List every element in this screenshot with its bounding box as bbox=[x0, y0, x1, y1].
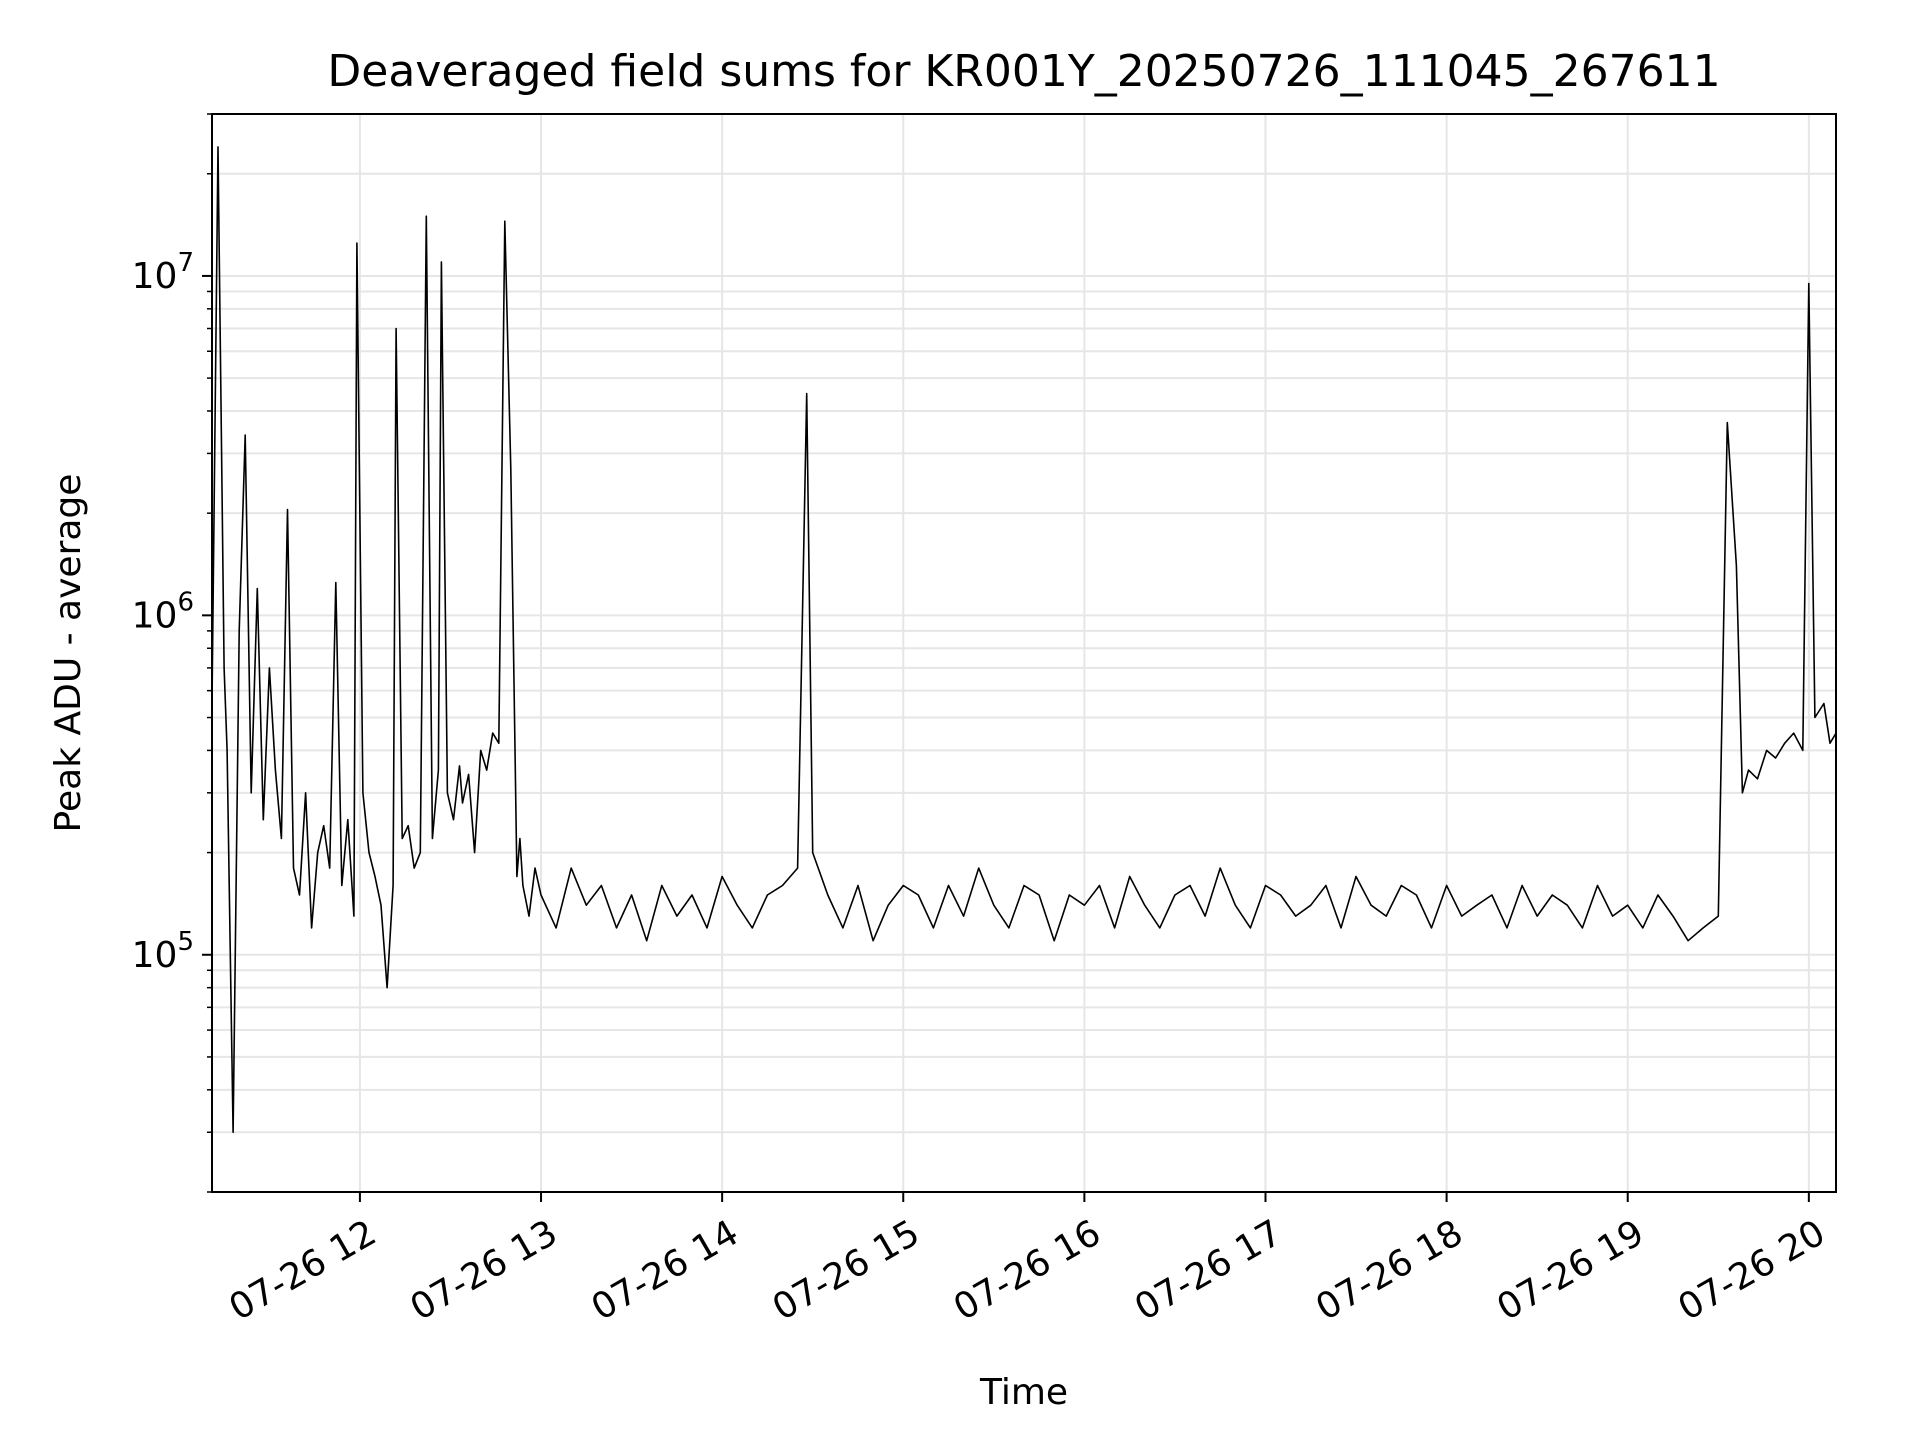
y-tick-label: 105 bbox=[132, 927, 194, 976]
y-tick-exponent: 6 bbox=[177, 587, 194, 617]
y-tick-base: 10 bbox=[132, 935, 178, 976]
major-gridlines bbox=[212, 114, 1836, 1192]
y-axis-label: Peak ADU - average bbox=[48, 474, 89, 833]
x-axis-label: Time bbox=[979, 1372, 1068, 1413]
y-tick-exponent: 7 bbox=[177, 248, 194, 278]
y-tick-label: 106 bbox=[132, 587, 194, 636]
data-layer bbox=[211, 146, 1837, 1133]
y-tick-label: 107 bbox=[132, 248, 194, 297]
y-tick-exponent: 5 bbox=[177, 927, 194, 957]
plot-frame bbox=[211, 113, 1837, 1193]
y-tick-base: 10 bbox=[132, 595, 178, 636]
y-tick-base: 10 bbox=[132, 256, 178, 297]
tick-marks bbox=[202, 113, 1810, 1202]
chart-title: Deaveraged field sums for KR001Y_2025072… bbox=[327, 46, 1720, 97]
series-line bbox=[211, 146, 1837, 1133]
